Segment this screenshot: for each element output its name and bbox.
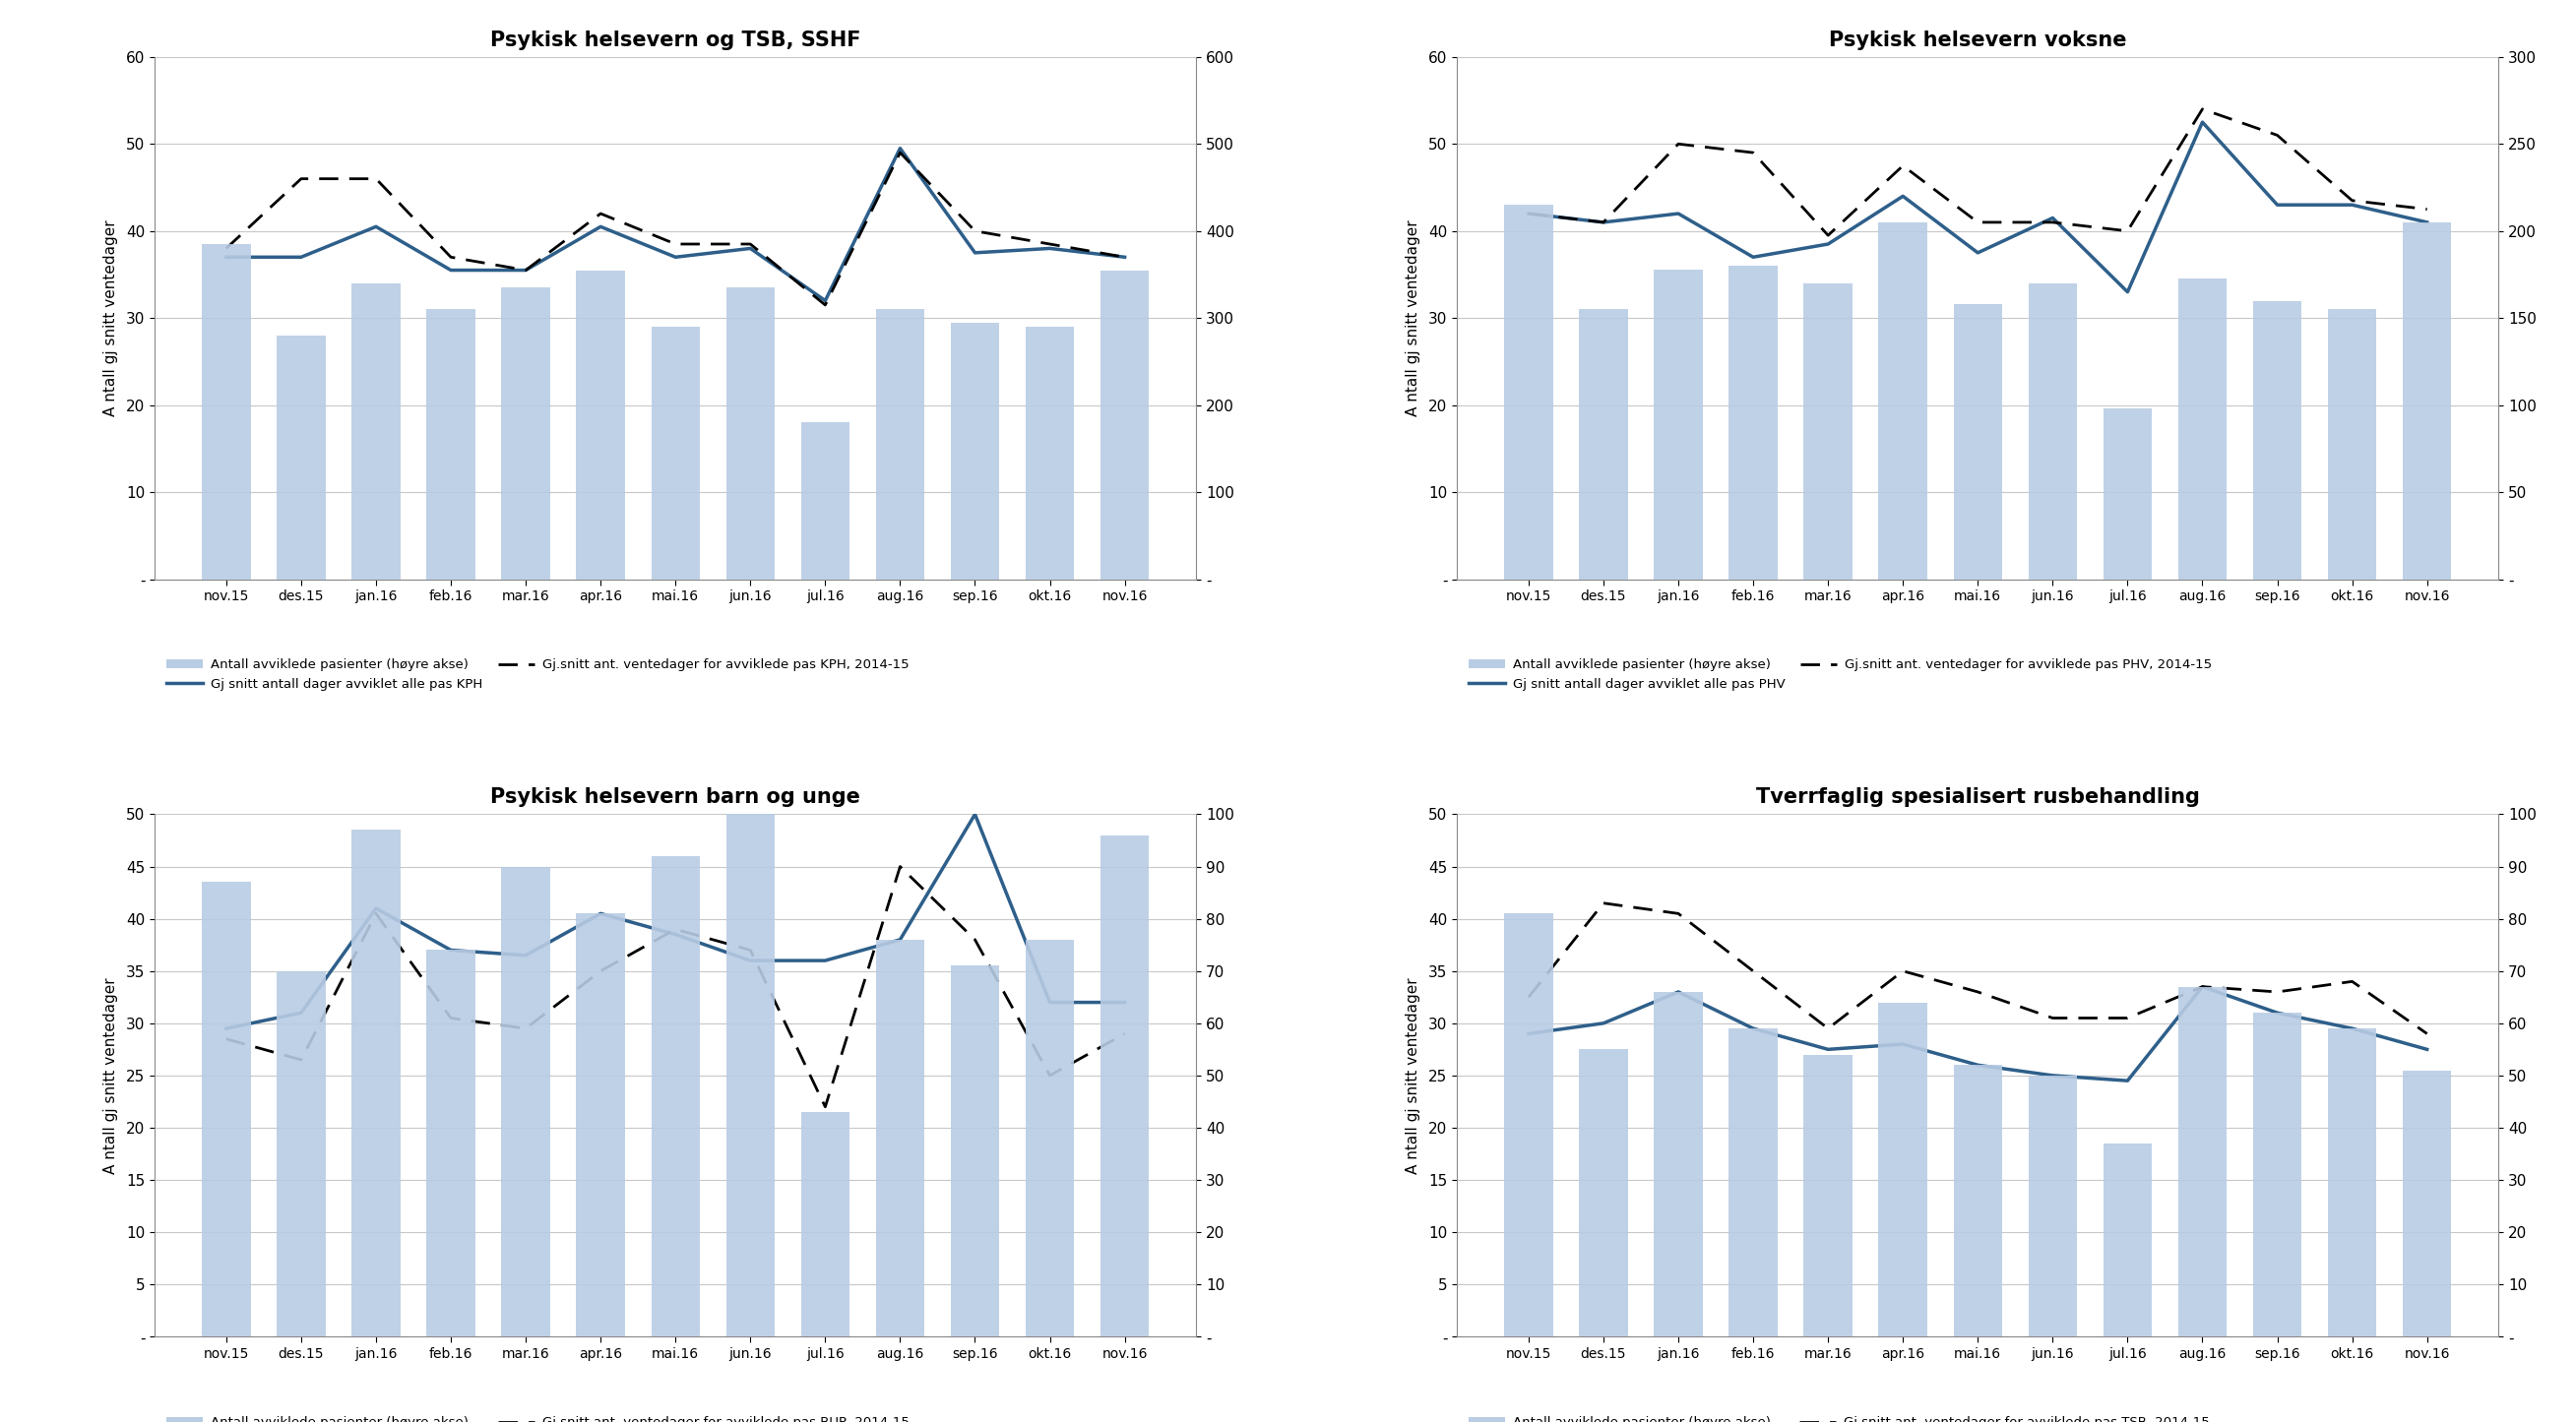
Bar xyxy=(1579,310,1628,579)
Bar xyxy=(2403,222,2452,579)
Y-axis label: A ntall gj snitt ventedager: A ntall gj snitt ventedager xyxy=(103,220,118,417)
Bar xyxy=(201,882,250,1337)
Bar xyxy=(652,856,701,1337)
Bar xyxy=(353,830,399,1337)
Bar xyxy=(1654,269,1703,579)
Bar xyxy=(1953,304,2002,579)
Bar xyxy=(876,940,925,1337)
Bar xyxy=(2179,279,2226,579)
Bar xyxy=(2027,1075,2076,1337)
Bar xyxy=(2102,408,2151,579)
Title: Tverrfaglig spesialisert rusbehandling: Tverrfaglig spesialisert rusbehandling xyxy=(1757,788,2200,808)
Bar xyxy=(1504,205,1553,579)
Bar xyxy=(1803,283,1852,579)
Bar xyxy=(726,815,775,1337)
Bar xyxy=(2329,1028,2378,1337)
Bar xyxy=(577,270,626,579)
Bar xyxy=(2027,283,2076,579)
Legend: Antall avviklede pasienter (høyre akse), Gj snitt antall dager avviklet alle pas: Antall avviklede pasienter (høyre akse),… xyxy=(162,654,914,697)
Bar xyxy=(801,422,850,579)
Legend: Antall avviklede pasienter (høyre akse), Gj snitt antall dager avviklet alle pas: Antall avviklede pasienter (høyre akse),… xyxy=(162,1411,914,1422)
Bar xyxy=(1878,222,1927,579)
Bar xyxy=(1025,940,1074,1337)
Bar xyxy=(1953,1065,2002,1337)
Bar xyxy=(2329,310,2378,579)
Bar xyxy=(1504,913,1553,1337)
Bar xyxy=(951,323,999,579)
Bar xyxy=(2254,1012,2300,1337)
Bar xyxy=(2179,987,2226,1337)
Bar xyxy=(951,966,999,1337)
Bar xyxy=(1579,1049,1628,1337)
Bar xyxy=(428,950,474,1337)
Bar xyxy=(201,245,250,579)
Bar xyxy=(1025,327,1074,579)
Bar xyxy=(2403,1071,2452,1337)
Bar xyxy=(2102,1143,2151,1337)
Bar xyxy=(428,310,474,579)
Bar xyxy=(2254,300,2300,579)
Legend: Antall avviklede pasienter (høyre akse), Gj snitt antall dager avviklet alle pas: Antall avviklede pasienter (høyre akse),… xyxy=(1463,654,2218,697)
Bar xyxy=(577,913,626,1337)
Bar xyxy=(1803,1055,1852,1337)
Bar xyxy=(726,287,775,579)
Bar xyxy=(876,310,925,579)
Bar xyxy=(353,283,399,579)
Bar xyxy=(502,866,551,1337)
Bar xyxy=(1728,266,1777,579)
Bar xyxy=(1654,993,1703,1337)
Bar xyxy=(1878,1003,1927,1337)
Title: Psykisk helsevern barn og unge: Psykisk helsevern barn og unge xyxy=(489,788,860,808)
Bar xyxy=(502,287,551,579)
Bar xyxy=(1728,1028,1777,1337)
Bar xyxy=(276,336,325,579)
Y-axis label: A ntall gj snitt ventedager: A ntall gj snitt ventedager xyxy=(103,977,118,1173)
Bar xyxy=(652,327,701,579)
Bar xyxy=(801,1112,850,1337)
Legend: Antall avviklede pasienter (høyre akse), Gj snitt antall dager avviklet alle pas: Antall avviklede pasienter (høyre akse),… xyxy=(1463,1411,2215,1422)
Bar xyxy=(276,971,325,1337)
Y-axis label: A ntall gj snitt ventedager: A ntall gj snitt ventedager xyxy=(1406,977,1419,1173)
Bar xyxy=(1100,270,1149,579)
Bar xyxy=(1100,835,1149,1337)
Title: Psykisk helsevern og TSB, SSHF: Psykisk helsevern og TSB, SSHF xyxy=(489,30,860,50)
Y-axis label: A ntall gj snitt ventedager: A ntall gj snitt ventedager xyxy=(1406,220,1419,417)
Title: Psykisk helsevern voksne: Psykisk helsevern voksne xyxy=(1829,30,2128,50)
